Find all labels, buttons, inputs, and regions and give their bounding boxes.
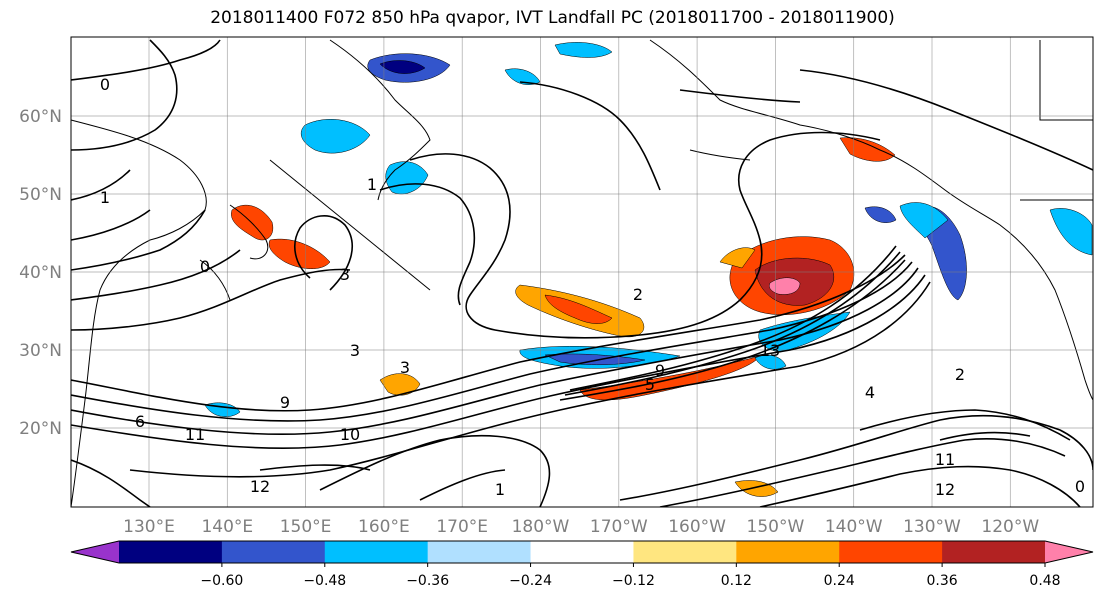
longitude-label: 120°W [981, 517, 1039, 537]
latitude-label: 60°N [19, 107, 62, 127]
colorbar-extend-low [71, 541, 119, 563]
longitude-label: 130°E [123, 517, 175, 537]
colorbar-tick-label: −0.12 [612, 573, 655, 589]
colorbar-segment [324, 541, 429, 563]
latitude-label: 40°N [19, 263, 62, 283]
colorbar-segment [633, 541, 737, 563]
longitude-label: 170°E [436, 517, 488, 537]
contour-label: 2 [955, 365, 965, 384]
contour-label: 11 [935, 450, 955, 469]
contour-label: 3 [350, 341, 360, 360]
colorbar-tick-label: −0.48 [303, 573, 346, 589]
colorbar-tick-label: 0.48 [1029, 573, 1060, 589]
gridlines [71, 37, 1093, 507]
contour-label: 9 [280, 393, 290, 412]
longitude-label: 150°W [747, 517, 805, 537]
colorbar-tick-label: −0.60 [200, 573, 243, 589]
colorbar-tick-labels: −0.60 −0.48 −0.36 −0.24 −0.12 0.12 0.24 0.36 0.4… [200, 563, 1061, 589]
colorbar-tick-label: 0.24 [824, 573, 855, 589]
colorbar-outline [70, 540, 1094, 564]
colorbar-segment [119, 541, 223, 563]
ivt-contours [71, 39, 1093, 507]
contour-label: 5 [645, 375, 655, 394]
contour-label: 9 [655, 361, 665, 380]
longitude-label: 130°W [903, 517, 961, 537]
colorbar-segment [427, 541, 532, 563]
longitude-label: 150°E [280, 517, 332, 537]
colorbar-tick-label: −0.36 [406, 573, 449, 589]
contour-label: 4 [865, 383, 875, 402]
longitude-label: 140°W [825, 517, 883, 537]
latitude-label: 20°N [19, 419, 62, 439]
latitude-labels: 60°N 50°N 40°N 30°N 20°N [19, 107, 62, 439]
contour-label: 3 [400, 358, 410, 377]
contour-label: 0 [1075, 477, 1085, 496]
colorbar-tick-label: 0.12 [721, 573, 752, 589]
contour-label: 13 [760, 341, 780, 360]
contour-label: 1 [100, 188, 110, 207]
colorbar-segment [530, 541, 634, 563]
contour-label: 0 [200, 257, 210, 276]
chart-title: 2018011400 F072 850 hPa qvapor, IVT Land… [210, 8, 895, 28]
contour-label: 10 [340, 425, 360, 444]
longitude-label: 180°W [512, 517, 570, 537]
map-frame [70, 36, 1094, 508]
coastlines [71, 39, 1093, 507]
colorbar-segment [839, 541, 943, 563]
longitude-label: 160°W [668, 517, 726, 537]
longitude-label: 160°E [358, 517, 410, 537]
contour-label: 6 [135, 412, 145, 431]
latitude-label: 30°N [19, 341, 62, 361]
latitude-label: 50°N [19, 185, 62, 205]
colorbar-segment [942, 541, 1046, 563]
longitude-label: 140°E [201, 517, 253, 537]
contour-label: 2 [633, 285, 643, 304]
colorbar-tick-label: −0.24 [509, 573, 552, 589]
longitude-label: 170°W [590, 517, 648, 537]
colorbar-extend-high [1045, 541, 1093, 563]
contour-label: 12 [935, 480, 955, 499]
contour-label: 0 [100, 75, 110, 94]
colorbar-segment [221, 541, 326, 563]
colorbar [70, 540, 1094, 564]
contour-label: 11 [185, 425, 205, 444]
contour-label: 1 [495, 480, 505, 499]
contour-label: 3 [340, 265, 350, 284]
contour-label: 1 [367, 175, 377, 194]
contour-label: 12 [250, 477, 270, 496]
longitude-labels: 130°E 140°E 150°E 160°E 170°E 180°W 170°W 160°W… [123, 517, 1039, 537]
colorbar-tick-label: 0.36 [927, 573, 958, 589]
colorbar-segment [736, 541, 840, 563]
